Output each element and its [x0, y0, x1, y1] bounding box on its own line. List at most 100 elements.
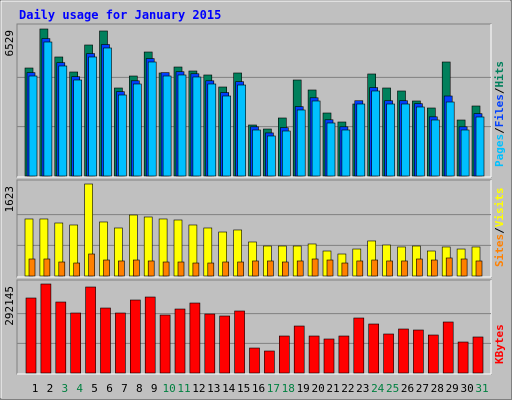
bar	[353, 317, 365, 374]
x-tick-label: 31	[475, 382, 488, 395]
x-tick-label: 13	[207, 382, 220, 395]
bar	[338, 335, 350, 374]
bar	[192, 76, 202, 177]
legend-entry: Hits	[493, 61, 506, 88]
bar	[204, 313, 216, 374]
bar	[267, 135, 276, 177]
legend-separator: /	[493, 127, 506, 134]
y-tick-label: 1623	[3, 186, 16, 213]
bar	[401, 260, 408, 277]
chart-title: Daily usage for January 2015	[19, 8, 221, 22]
bar	[249, 347, 260, 374]
x-tick-label: 6	[106, 382, 113, 395]
bar	[460, 258, 468, 277]
legend: KBytes	[493, 324, 506, 364]
bar	[159, 314, 171, 374]
x-tick-label: 5	[91, 382, 98, 395]
x-tick-label: 23	[356, 382, 369, 395]
bar	[130, 299, 141, 374]
bar	[177, 74, 187, 177]
bar	[386, 103, 395, 177]
bar	[296, 260, 304, 277]
bar	[88, 56, 97, 177]
x-tick-label: 30	[460, 382, 473, 395]
bar	[222, 261, 229, 277]
bar	[383, 333, 394, 374]
legend-entry: Files	[493, 94, 506, 127]
bar	[192, 262, 200, 277]
bar	[207, 83, 217, 177]
bar	[103, 259, 110, 277]
x-tick-label: 11	[177, 382, 190, 395]
x-tick-label: 22	[341, 382, 354, 395]
bar	[281, 130, 291, 177]
bar	[252, 260, 259, 277]
y-tick-label: 6529	[3, 30, 16, 57]
bar	[281, 261, 289, 277]
bar	[234, 310, 245, 374]
legend: Pages/Files/Hits	[493, 61, 506, 167]
bar	[55, 301, 67, 374]
bar	[85, 286, 96, 374]
bar	[118, 260, 125, 277]
bar	[177, 261, 185, 277]
x-tick-label: 16	[252, 382, 265, 395]
bar	[278, 335, 290, 374]
bar	[430, 119, 440, 177]
bar	[174, 308, 186, 374]
bar	[475, 260, 483, 277]
bar	[341, 262, 349, 277]
bar	[118, 94, 127, 177]
bar	[293, 325, 305, 374]
bar	[326, 122, 336, 177]
x-tick-label: 7	[121, 382, 128, 395]
bar	[472, 336, 484, 374]
bar	[457, 341, 469, 374]
x-tick-label: 20	[311, 382, 324, 395]
legend-separator: /	[493, 227, 506, 234]
x-tick-label: 15	[237, 382, 250, 395]
legend-entry: Visits	[493, 188, 506, 228]
bar	[103, 47, 112, 177]
bar	[100, 307, 111, 374]
bar	[70, 312, 81, 374]
bar	[207, 262, 215, 277]
x-tick-label: 29	[446, 382, 459, 395]
bar	[371, 90, 381, 177]
x-tick-label: 10	[162, 382, 175, 395]
x-tick-label: 3	[61, 382, 68, 395]
bar	[326, 259, 334, 277]
bar	[43, 41, 53, 177]
bar	[356, 103, 366, 177]
bar	[267, 260, 274, 277]
bar	[28, 258, 36, 277]
bar	[147, 61, 157, 177]
bar	[427, 334, 439, 374]
bar	[28, 75, 38, 177]
bar	[222, 95, 231, 177]
x-tick-label: 17	[267, 382, 280, 395]
bar	[460, 129, 470, 177]
x-tick-label: 9	[151, 382, 158, 395]
bar	[40, 283, 52, 374]
x-tick-label: 1	[32, 382, 39, 395]
bar	[430, 259, 438, 277]
legend-separator: /	[493, 87, 506, 94]
legend-entry: KBytes	[493, 324, 506, 364]
bar	[386, 260, 393, 277]
x-tick-label: 28	[431, 382, 444, 395]
bar	[311, 258, 319, 277]
x-tick-label: 18	[282, 382, 295, 395]
x-tick-label: 26	[401, 382, 414, 395]
x-tick-label: 27	[416, 382, 429, 395]
legend: Sites/Visits	[493, 188, 506, 268]
bar	[401, 103, 410, 177]
bar	[144, 296, 156, 374]
bar	[115, 312, 126, 374]
bar	[88, 253, 95, 277]
bar	[58, 261, 66, 277]
bar	[341, 129, 351, 177]
bar	[296, 109, 306, 177]
bar	[25, 297, 37, 374]
